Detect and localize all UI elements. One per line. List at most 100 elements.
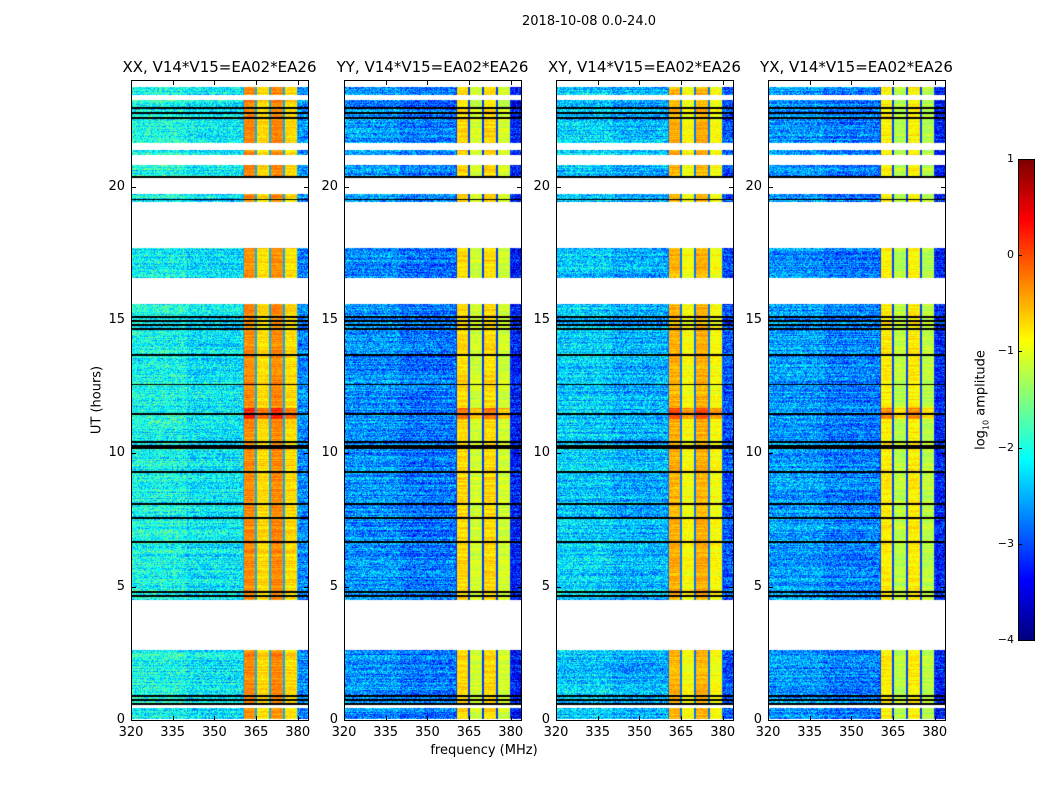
y-tick-mark	[729, 186, 734, 188]
colorbar-tick-label: −3	[997, 536, 1014, 550]
x-axis-label: frequency (MHz)	[430, 743, 538, 758]
x-tick-mark	[297, 80, 299, 85]
colorbar-tick-label: 0	[1007, 248, 1014, 262]
spectrogram-panel	[768, 80, 946, 721]
x-tick-mark	[256, 716, 258, 721]
x-tick-mark	[214, 716, 216, 721]
y-tick-label: 0	[541, 712, 550, 727]
colorbar-tick-label: −2	[997, 440, 1014, 454]
y-tick-label: 0	[116, 712, 125, 727]
x-tick-mark	[427, 716, 429, 721]
spectrogram-panel	[344, 80, 522, 721]
colorbar-tick-mark	[1018, 640, 1022, 641]
x-tick-mark	[172, 80, 174, 85]
x-tick-label: 350	[838, 725, 864, 740]
x-tick-label: 380	[498, 725, 524, 740]
x-tick-label: 350	[201, 725, 227, 740]
y-tick-mark	[517, 320, 522, 321]
x-tick-label: 380	[710, 725, 736, 740]
y-tick-label: 20	[321, 178, 338, 194]
y-tick-label: 5	[329, 578, 338, 594]
y-tick-mark	[517, 453, 522, 455]
spectrogram-image	[557, 81, 733, 720]
x-tick-label: 320	[331, 725, 357, 740]
y-axis-label: UT (hours)	[89, 365, 105, 435]
spectrogram-image	[345, 81, 521, 720]
panel-title: XX, V14*V15=EA02*EA26	[122, 58, 317, 76]
x-tick-mark	[681, 80, 683, 85]
colorbar-tick-mark	[1018, 351, 1022, 353]
y-tick-label: 10	[321, 445, 338, 461]
y-tick-mark	[768, 320, 773, 321]
y-tick-mark	[556, 186, 561, 188]
x-tick-mark	[681, 716, 683, 721]
colorbar-tick-mark	[1018, 255, 1022, 257]
x-tick-mark	[510, 80, 512, 85]
y-tick-mark	[729, 320, 734, 321]
x-tick-label: 335	[373, 725, 399, 740]
x-tick-mark	[639, 716, 641, 721]
panel-title: YX, V14*V15=EA02*EA26	[760, 58, 953, 76]
x-tick-label: 365	[456, 725, 482, 740]
x-tick-mark	[934, 716, 936, 721]
y-tick-label: 15	[745, 312, 762, 327]
x-tick-mark	[385, 716, 387, 721]
colorbar-tick-mark	[1018, 159, 1022, 160]
colorbar-label: log10 amplitude	[974, 350, 991, 450]
y-tick-label: 10	[108, 445, 125, 461]
x-tick-mark	[385, 80, 387, 85]
y-tick-mark	[941, 186, 946, 188]
spectrogram-panel	[131, 80, 309, 721]
y-tick-mark	[941, 453, 946, 455]
x-tick-mark	[256, 80, 258, 85]
y-tick-mark	[131, 586, 136, 588]
x-tick-label: 320	[118, 725, 144, 740]
x-tick-mark	[893, 80, 895, 85]
x-tick-mark	[809, 80, 811, 85]
y-tick-label: 10	[533, 445, 550, 461]
colorbar-label-sub: 10	[981, 419, 991, 431]
x-tick-mark	[851, 716, 853, 721]
y-tick-label: 5	[116, 578, 125, 594]
x-tick-mark	[469, 716, 471, 721]
y-tick-label: 15	[533, 312, 550, 327]
x-tick-label: 350	[414, 725, 440, 740]
y-tick-mark	[344, 586, 349, 588]
y-tick-mark	[131, 320, 136, 321]
colorbar-label-log: log	[973, 430, 989, 450]
spectrogram-image	[769, 81, 945, 720]
y-tick-label: 15	[321, 312, 338, 327]
x-tick-mark	[597, 80, 599, 85]
y-tick-label: 20	[745, 178, 762, 194]
colorbar-label-rest: amplitude	[973, 350, 989, 420]
x-tick-label: 380	[285, 725, 311, 740]
colorbar	[1018, 159, 1035, 641]
x-tick-mark	[934, 80, 936, 85]
x-tick-mark	[172, 716, 174, 721]
colorbar-tick-label: 1	[1007, 152, 1014, 165]
x-tick-label: 350	[626, 725, 652, 740]
y-tick-mark	[344, 186, 349, 188]
figure-title: 2018-10-08 0.0-24.0	[522, 14, 656, 29]
colorbar-tick-mark	[1018, 543, 1022, 545]
y-tick-mark	[304, 586, 309, 588]
y-tick-label: 20	[108, 178, 125, 194]
x-tick-mark	[469, 80, 471, 85]
x-tick-mark	[851, 80, 853, 85]
x-tick-label: 380	[922, 725, 948, 740]
y-tick-label: 0	[329, 712, 338, 727]
x-tick-mark	[427, 80, 429, 85]
y-tick-mark	[517, 586, 522, 588]
y-tick-mark	[131, 186, 136, 188]
y-tick-mark	[768, 586, 773, 588]
y-tick-label: 20	[533, 178, 550, 194]
x-tick-label: 335	[585, 725, 611, 740]
y-tick-mark	[304, 186, 309, 188]
x-tick-mark	[722, 80, 724, 85]
x-tick-label: 320	[543, 725, 569, 740]
y-tick-mark	[729, 453, 734, 455]
x-tick-mark	[639, 80, 641, 85]
y-tick-mark	[344, 453, 349, 455]
x-tick-label: 320	[755, 725, 781, 740]
